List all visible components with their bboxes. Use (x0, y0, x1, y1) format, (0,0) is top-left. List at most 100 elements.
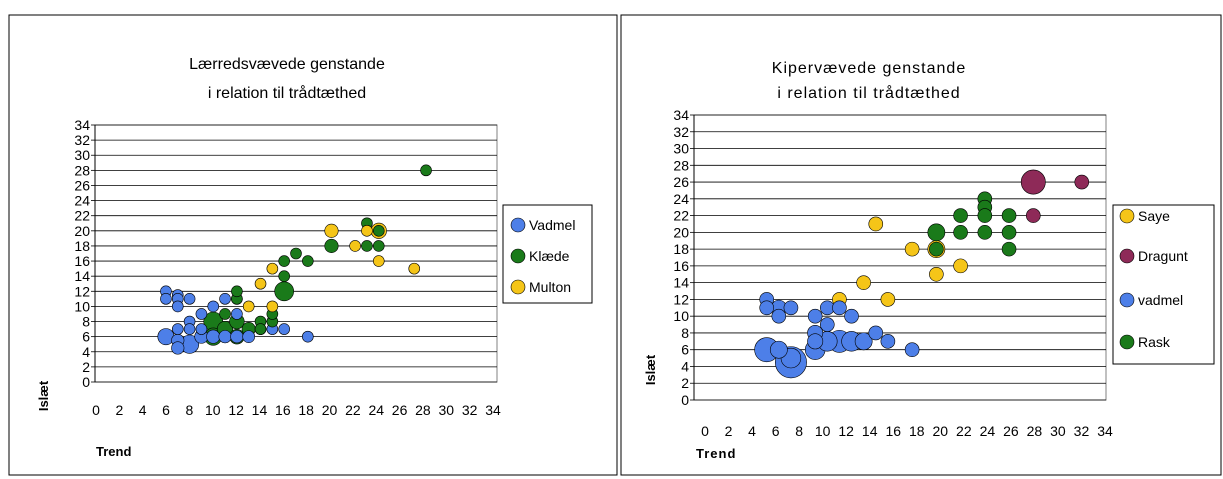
chart-1-point-klæde (302, 256, 313, 267)
chart-2-y-tick-label: 20 (673, 224, 689, 240)
chart-1-point-multon (267, 263, 278, 274)
chart-1-point-klæde (421, 165, 432, 176)
chart-1-point-multon (255, 278, 266, 289)
chart-2-y-tick-label: 4 (681, 358, 689, 374)
chart-2-legend-marker-saye (1120, 209, 1134, 223)
chart-2-point-vadmel (808, 334, 823, 349)
chart-2-point-saye (869, 217, 883, 231)
chart-1-y-tick-label: 14 (74, 268, 90, 284)
chart-1-point-vadmel (243, 331, 255, 343)
chart-2-x-tick-label: 2 (725, 423, 733, 439)
chart-2-x-tick-label: 12 (838, 423, 854, 439)
chart-1-point-klæde (279, 271, 290, 282)
chart-1-y-tick-label: 0 (82, 374, 90, 390)
chart-1-x-tick-label: 16 (275, 402, 291, 418)
chart-1-point-multon (267, 301, 278, 312)
chart-2-point-vadmel (845, 309, 859, 323)
chart-2-point-vadmel (808, 309, 822, 323)
chart-2-x-tick-label: 0 (701, 423, 709, 439)
chart-1-point-multon (373, 256, 384, 267)
chart-2-point-rask (1002, 242, 1016, 256)
chart-1-x-tick-label: 10 (205, 402, 221, 418)
chart-1-point-klæde (291, 248, 302, 259)
chart-1-point-vadmel (184, 324, 195, 335)
chart-2-x-tick-label: 18 (909, 423, 925, 439)
chart-2-y-tick-label: 18 (673, 241, 689, 257)
chart-1-svg: Lærredsvævede genstande i relation til t… (0, 0, 620, 479)
chart-2-x-tick-label: 22 (956, 423, 972, 439)
chart-2-svg: Kipervævede genstande i relation til trå… (620, 0, 1223, 479)
chart-2-plot-area (694, 115, 1106, 400)
chart-1-point-vadmel (220, 293, 231, 304)
chart-1-point-vadmel (208, 301, 219, 312)
chart-1-point-multon (350, 240, 361, 251)
chart-1-x-tick-label: 24 (368, 402, 384, 418)
chart-2-x-axis-label: Trend (696, 446, 736, 461)
chart-1-point-klæde (231, 286, 242, 297)
chart-1-x-tick-label: 0 (92, 402, 100, 418)
chart-2-point-rask (954, 209, 968, 223)
chart-2-x-tick-label: 4 (748, 423, 756, 439)
chart-2-point-saye (929, 267, 943, 281)
chart-2-point-saye (881, 292, 895, 306)
chart-2-x-tick-label: 30 (1050, 423, 1066, 439)
chart-2-legend-label-rask: Rask (1138, 334, 1171, 350)
chart-1-point-klæde (373, 240, 384, 251)
chart-2-y-tick-label: 24 (673, 191, 689, 207)
chart-2-y-tick-label: 22 (673, 208, 689, 224)
chart-2-x-tick-label: 6 (772, 423, 780, 439)
chart-1-point-multon (325, 224, 338, 237)
chart-1-legend-label-vadmel: Vadmel (529, 217, 575, 233)
chart-1-y-tick-label: 2 (82, 359, 90, 375)
chart-2-y-tick-label: 32 (673, 124, 689, 140)
chart-1-point-vadmel (184, 293, 195, 304)
chart-2-point-dragunt (1026, 209, 1040, 223)
chart-1-title-line-2: i relation til trådtæthed (208, 84, 366, 102)
chart-2-legend: Saye Dragunt vadmel Rask (1113, 205, 1214, 364)
chart-2-x-tick-label: 16 (885, 423, 901, 439)
chart-1-point-vadmel (302, 331, 313, 342)
chart-2-x-tick-label: 32 (1074, 423, 1090, 439)
chart-2-y-tick-label: 30 (673, 141, 689, 157)
chart-1-x-tick-label: 6 (162, 402, 170, 418)
chart-1-y-axis-label: Islæt (36, 380, 51, 411)
chart-2-y-tick-label: 14 (673, 275, 689, 291)
chart-2-point-vadmel (832, 301, 846, 315)
chart-1-x-tick-label: 12 (228, 402, 244, 418)
chart-1-y-tick-label: 16 (74, 253, 90, 269)
chart-2-x-tick-label: 28 (1027, 423, 1043, 439)
chart-1-y-tick-label: 32 (74, 132, 90, 148)
chart-1-y-tick-label: 18 (74, 238, 90, 254)
chart-2-point-rask (978, 209, 992, 223)
chart-1-point-vadmel (219, 330, 232, 343)
chart-1-y-tick-label: 4 (82, 344, 90, 360)
chart-2-legend-marker-vadmel (1120, 293, 1134, 307)
chart-2-point-vadmel (869, 326, 883, 340)
chart-2-point-vadmel (760, 301, 774, 315)
chart-2-y-tick-label: 8 (681, 325, 689, 341)
chart-2-x-tick-label: 26 (1003, 423, 1019, 439)
chart-2-legend-marker-rask (1120, 335, 1134, 349)
chart-2-point-dragunt (1021, 170, 1045, 194)
chart-2-legend-marker-dragunt (1120, 249, 1134, 263)
chart-2-y-axis-label: Islæt (643, 354, 658, 385)
chart-2-y-tick-label: 34 (673, 107, 689, 123)
chart-2-point-rask (1002, 225, 1016, 239)
chart-2-y-tick-label: 16 (673, 258, 689, 274)
chart-2-x-tick-label: 8 (795, 423, 803, 439)
chart-2-x-tick-label: 24 (980, 423, 996, 439)
chart-1-x-tick-label: 22 (345, 402, 361, 418)
chart-2-x-tick-label: 34 (1097, 423, 1113, 439)
chart-2-legend-label-saye: Saye (1138, 208, 1170, 224)
chart-1-x-axis-label: Trend (96, 444, 131, 459)
chart-panel-1: Lærredsvævede genstande i relation til t… (0, 0, 620, 479)
chart-1-point-vadmel (206, 330, 219, 343)
chart-1-point-vadmel (231, 308, 242, 319)
chart-1-point-klæde (220, 308, 231, 319)
chart-2-point-vadmel (772, 309, 786, 323)
chart-2-y-tick-label: 26 (673, 174, 689, 190)
chart-1-point-vadmel (196, 324, 207, 335)
chart-2-y-tick-label: 10 (673, 308, 689, 324)
chart-1-point-klæde (373, 225, 384, 236)
chart-1-y-tick-label: 30 (74, 147, 90, 163)
